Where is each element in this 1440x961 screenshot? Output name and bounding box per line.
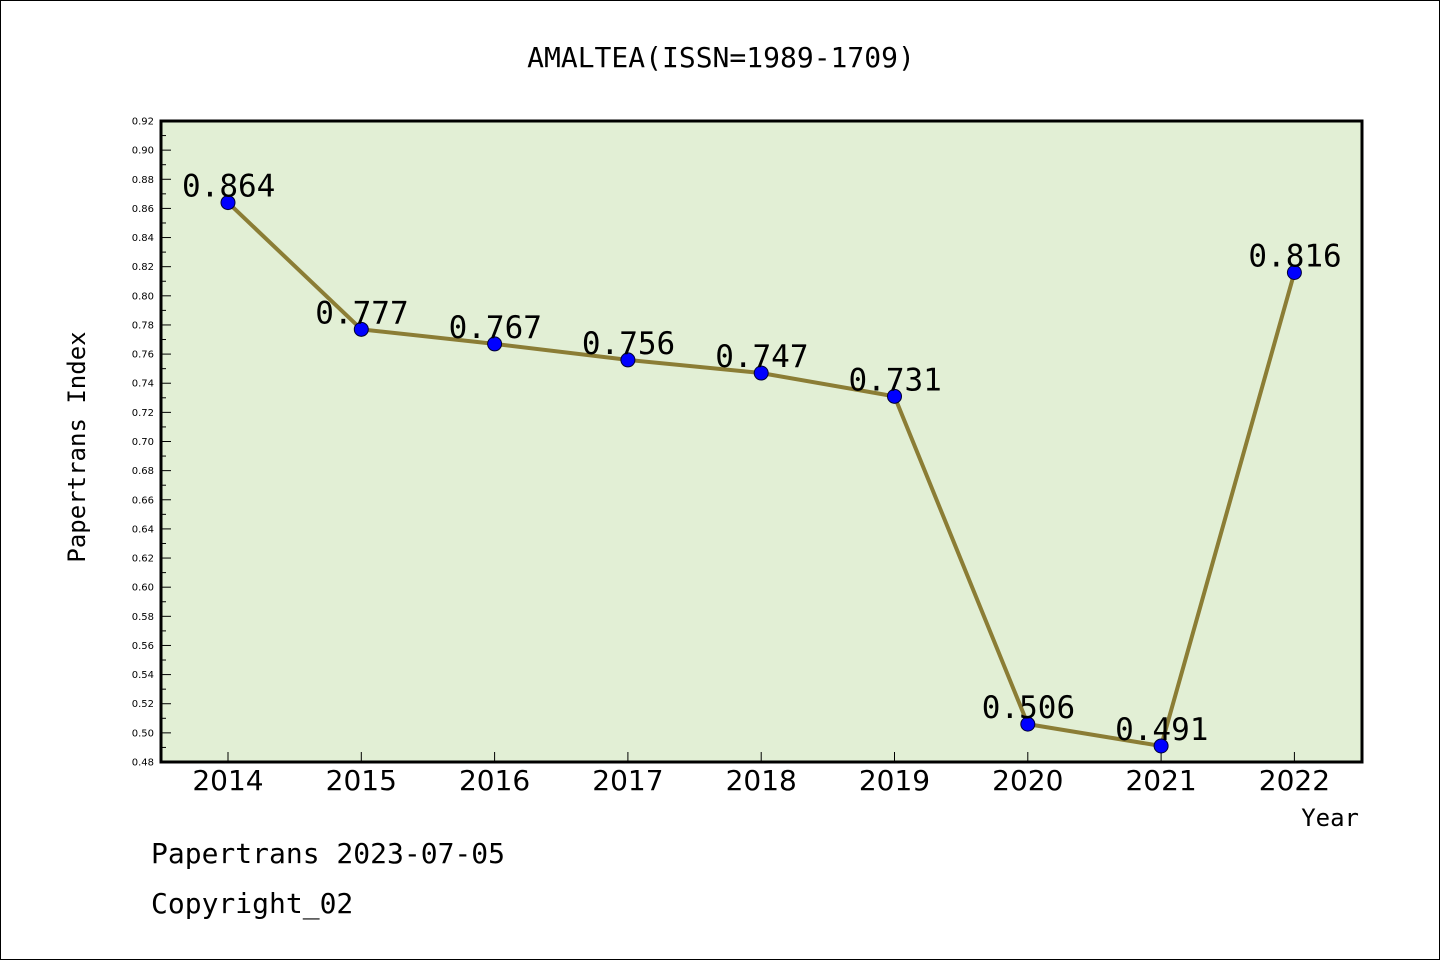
y-tick-label: 0.92 (132, 117, 154, 128)
data-point (753, 365, 769, 381)
y-tick-label: 0.66 (132, 495, 154, 506)
x-axis-label: Year (1301, 804, 1359, 832)
data-point (1020, 716, 1036, 732)
plot-area (161, 121, 1362, 762)
y-tick-label: 0.50 (132, 728, 154, 739)
y-tick-label: 0.80 (132, 291, 154, 302)
y-tick-label: 0.48 (132, 758, 154, 769)
plot-border (159, 119, 1364, 764)
data-point (353, 321, 369, 337)
y-tick-label: 0.76 (132, 350, 154, 361)
y-tick-label: 0.70 (132, 437, 154, 448)
series-layer (220, 195, 1302, 754)
y-tick-label: 0.58 (132, 612, 154, 623)
y-tick-label: 0.60 (132, 583, 154, 594)
data-point (1153, 738, 1169, 754)
data-point (620, 352, 636, 368)
y-tick-label: 0.52 (132, 699, 154, 710)
y-tick-label: 0.88 (132, 175, 154, 186)
x-axis: 2014 2015 2016 2017 2018 2019 2020 2021 2022 (192, 752, 1330, 797)
chart-title: AMALTEA(ISSN=1989-1709) (527, 41, 915, 74)
x-tick-label: 2017 (592, 764, 663, 797)
data-point (887, 388, 902, 404)
data-point (220, 195, 236, 211)
data-label: 0.747 (715, 339, 808, 375)
x-tick-label: 2015 (326, 764, 397, 797)
data-label: 0.864 (182, 169, 275, 205)
data-label: 0.491 (1115, 712, 1208, 748)
y-tick-label: 0.62 (132, 554, 154, 565)
x-tick-label: 2018 (726, 764, 797, 797)
x-tick-label: 2020 (992, 764, 1063, 797)
y-tick-label: 0.64 (132, 524, 154, 535)
y-tick-label: 0.82 (132, 262, 154, 273)
x-tick-label: 2019 (859, 764, 930, 797)
y-tick-label: 0.90 (132, 146, 154, 157)
data-labels: 0.864 0.777 0.767 0.756 0.747 0.731 0.506 0.491… (182, 169, 1342, 748)
x-tick-label: 2021 (1125, 764, 1196, 797)
data-label: 0.756 (582, 326, 675, 362)
y-tick-label: 0.68 (132, 466, 154, 477)
data-label: 0.777 (315, 295, 408, 331)
x-tick-label: 2014 (192, 764, 263, 797)
data-label: 0.506 (982, 690, 1075, 726)
y-tick-label: 0.78 (132, 320, 154, 331)
data-label: 0.731 (849, 362, 942, 398)
y-tick-label: 0.54 (132, 670, 154, 681)
y-tick-label: 0.56 (132, 641, 154, 652)
y-tick-label: 0.86 (132, 204, 154, 215)
y-tick-label: 0.74 (132, 379, 154, 390)
y-tick-label: 0.84 (132, 233, 154, 244)
data-label: 0.767 (449, 310, 542, 346)
data-label: 0.816 (1248, 239, 1341, 275)
x-tick-label: 2016 (459, 764, 530, 797)
data-point (1286, 265, 1302, 281)
y-tick-label: 0.72 (132, 408, 154, 419)
y-axis: 0.48 0.50 0.52 0.54 0.56 0.58 0.60 0.62 0.64 0.66… (132, 117, 171, 769)
footer-date: Papertrans 2023-07-05 (151, 837, 506, 870)
x-tick-label: 2022 (1259, 764, 1330, 797)
footer-copyright: Copyright_02 (151, 887, 354, 920)
data-point (487, 336, 503, 352)
y-axis-label: Papertrans Index (63, 331, 91, 562)
